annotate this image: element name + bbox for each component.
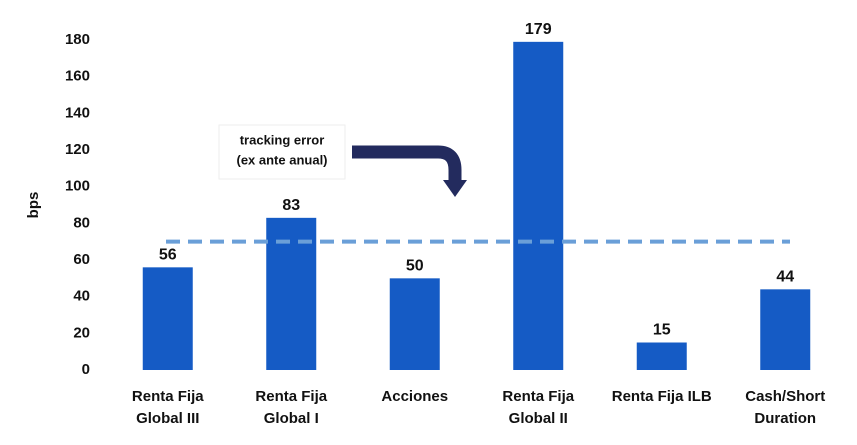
x-tick-label: Global III — [136, 410, 199, 427]
bar — [389, 278, 440, 370]
data-label: 44 — [776, 269, 794, 286]
y-tick-label: 60 — [73, 251, 90, 268]
annotation-arrow — [352, 145, 462, 182]
data-label: 50 — [406, 258, 424, 275]
annotation-text: tracking error — [240, 132, 325, 147]
bar — [142, 267, 193, 370]
bar — [636, 342, 687, 370]
x-tick-label: Cash/Short — [745, 388, 825, 405]
y-tick-label: 180 — [65, 31, 90, 48]
y-tick-label: 0 — [82, 361, 90, 378]
annotation-text: (ex ante anual) — [236, 152, 327, 167]
x-tick-label: Renta Fija — [502, 388, 574, 405]
annotation-arrowhead — [443, 180, 467, 197]
x-tick-label: Acciones — [381, 388, 448, 405]
data-label: 15 — [653, 322, 671, 339]
y-tick-label: 120 — [65, 141, 90, 158]
y-axis-label: bps — [25, 192, 42, 219]
x-tick-label: Global I — [264, 410, 319, 427]
y-tick-label: 140 — [65, 104, 90, 121]
annotation-box — [218, 124, 346, 180]
y-tick-label: 80 — [73, 214, 90, 231]
y-tick-label: 40 — [73, 288, 90, 305]
bar — [513, 41, 564, 370]
y-tick-label: 160 — [65, 68, 90, 85]
data-label: 179 — [525, 21, 552, 38]
y-tick-label: 100 — [65, 178, 90, 195]
data-label: 56 — [159, 247, 177, 264]
x-tick-label: Duration — [754, 410, 816, 427]
y-tick-label: 20 — [73, 324, 90, 341]
x-tick-label: Renta Fija — [132, 388, 204, 405]
x-tick-label: Renta Fija ILB — [612, 388, 712, 405]
x-tick-label: Global II — [509, 410, 568, 427]
data-label: 83 — [282, 197, 300, 214]
x-tick-label: Renta Fija — [255, 388, 327, 405]
bar — [760, 289, 811, 370]
